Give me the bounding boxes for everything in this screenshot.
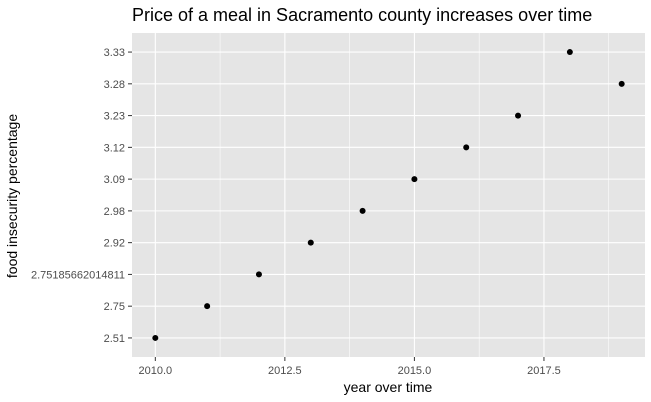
y-axis-title: food insecurity percentage [4, 114, 20, 278]
data-point [255, 271, 262, 278]
major-gridlines [132, 33, 645, 357]
y-tick-label: 2.75 [104, 301, 125, 313]
data-point [515, 112, 522, 119]
data-point [618, 80, 625, 87]
data-point [204, 303, 211, 310]
y-tick-label: 3.33 [104, 47, 125, 59]
x-axis-title: year over time [344, 379, 433, 395]
data-point [411, 176, 418, 183]
y-tick-label: 3.12 [104, 142, 125, 154]
y-tick-label: 2.51 [104, 333, 125, 345]
y-tick-label: 3.28 [104, 79, 125, 91]
x-tick-label: 2012.5 [268, 365, 302, 377]
y-tick-label: 2.75185662014811 [31, 269, 125, 281]
y-axis: 2.51 2.75 2.75185662014811 2.92 2.98 3.09 3.12… [31, 47, 132, 345]
data-point [566, 49, 573, 56]
x-tick-label: 2015.0 [398, 365, 432, 377]
y-tick-label: 2.98 [104, 206, 125, 218]
minor-gridlines [219, 33, 610, 357]
data-point [463, 144, 470, 151]
chart-title: Price of a meal in Sacramento county inc… [132, 5, 592, 25]
data-points [152, 49, 625, 341]
y-tick-label: 3.23 [104, 111, 125, 123]
data-point [307, 239, 314, 246]
plot-panel [132, 33, 645, 357]
data-point [152, 334, 159, 341]
y-tick-label: 2.92 [104, 238, 125, 250]
y-tick-label: 3.09 [104, 174, 125, 186]
x-axis: 2010.0 2012.5 2015.0 2017.5 [138, 357, 561, 377]
x-tick-label: 2017.5 [527, 365, 561, 377]
data-point [359, 207, 366, 214]
x-tick-label: 2010.0 [138, 365, 172, 377]
